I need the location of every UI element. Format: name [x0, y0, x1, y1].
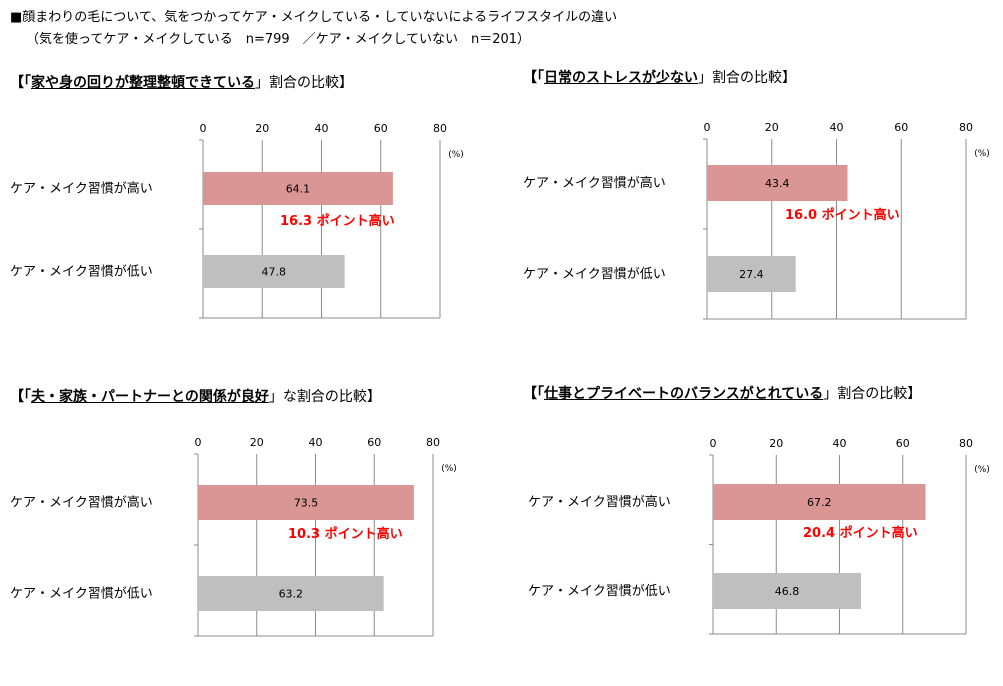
category-label: ケア・メイク習慣が低い	[528, 583, 671, 599]
x-tick-label: 0	[710, 437, 717, 450]
x-tick-label: 60	[367, 436, 381, 449]
x-tick-label: 80	[426, 436, 440, 449]
category-label: ケア・メイク習慣が高い	[10, 181, 153, 197]
chart-title: 【「夫・家族・パートナーとの関係が良好」な割合の比較】	[10, 389, 381, 405]
category-label: ケア・メイク習慣が高い	[528, 494, 671, 510]
category-label: ケア・メイク習慣が高い	[523, 175, 666, 191]
bar-chart: 0 20 40 60 80 (%) 43.4 ケア・メイク習慣が高い 27.4 ケア・メイク習慣が…	[523, 121, 990, 320]
x-tick-label: 60	[894, 121, 908, 134]
x-tick-label: 20	[769, 437, 783, 450]
bar-high	[203, 172, 393, 205]
bar-low	[203, 255, 345, 288]
data-label: 27.4	[739, 268, 764, 281]
chart-panel-3: 【「夫・家族・パートナーとの関係が良好」な割合の比較】 0 20 40 60 80 (%)…	[10, 386, 490, 686]
unit-label: (%)	[448, 150, 464, 160]
bar-low	[713, 573, 862, 609]
data-label: 63.2	[279, 588, 304, 601]
x-tick-label: 40	[315, 122, 329, 135]
bar-chart: 0 20 40 60 80 (%) 67.2 ケア・メイク習慣が高い 46.8 ケア・メイク習慣が…	[528, 437, 990, 635]
chart-title: 【「家や身の回りが整理整頓できている」割合の比較】	[10, 75, 353, 91]
bar-chart: 0 20 40 60 80 (%) 64.1 ケア・メイク習慣が高い 47.8 ケア・メイク習慣が…	[10, 122, 464, 319]
unit-label: (%)	[441, 464, 457, 474]
bar-high	[713, 484, 926, 520]
x-tick-label: 40	[833, 437, 847, 450]
sample-size-note: （気を使ってケア・メイクしている n=799 ／ケア・メイクしていない n＝20…	[26, 32, 531, 47]
bar-high	[198, 485, 414, 520]
x-tick-label: 60	[896, 437, 910, 450]
data-label: 67.2	[807, 496, 832, 509]
unit-label: (%)	[974, 149, 990, 159]
x-tick-label: 0	[704, 121, 711, 134]
data-label: 47.8	[262, 266, 287, 279]
x-tick-label: 80	[433, 122, 447, 135]
chart-panel-2: 【「日常のストレスが少ない」割合の比較】 0 20 40 60 80 (%) 43.4 ケア・…	[523, 67, 1003, 367]
bar-low	[198, 576, 384, 611]
category-label: ケア・メイク習慣が高い	[10, 495, 153, 511]
bar-high	[707, 165, 848, 201]
category-label: ケア・メイク習慣が低い	[10, 264, 153, 280]
difference-annotation: 20.4 ポイント高い	[803, 525, 918, 541]
category-label: ケア・メイク習慣が低い	[523, 266, 666, 282]
x-tick-label: 20	[765, 121, 779, 134]
difference-annotation: 10.3 ポイント高い	[288, 526, 403, 542]
category-label: ケア・メイク習慣が低い	[10, 586, 153, 602]
x-tick-label: 0	[200, 122, 207, 135]
chart-title: 【「仕事とプライベートのバランスがとれている」割合の比較】	[523, 386, 922, 402]
difference-annotation: 16.0 ポイント高い	[785, 207, 900, 223]
x-tick-label: 20	[255, 122, 269, 135]
report-heading: ■顔まわりの毛について、気をつかってケア・メイクしている・していないによるライフ…	[10, 10, 618, 25]
bar-low	[707, 256, 796, 292]
x-tick-label: 60	[374, 122, 388, 135]
chart-panel-4: 【「仕事とプライベートのバランスがとれている」割合の比較】 0 20 40 60 80 (…	[523, 383, 1003, 683]
x-tick-label: 20	[250, 436, 264, 449]
bar-chart: 0 20 40 60 80 (%) 73.5 ケア・メイク習慣が高い 63.2 ケア・メイク習慣が…	[10, 436, 457, 637]
difference-annotation: 16.3 ポイント高い	[280, 213, 395, 229]
data-label: 73.5	[294, 497, 319, 510]
data-label: 64.1	[286, 183, 311, 196]
x-tick-label: 40	[830, 121, 844, 134]
x-tick-label: 80	[959, 437, 973, 450]
chart-title: 【「日常のストレスが少ない」割合の比較】	[523, 70, 796, 86]
x-tick-label: 40	[309, 436, 323, 449]
unit-label: (%)	[974, 465, 990, 475]
chart-panel-1: 【「家や身の回りが整理整頓できている」割合の比較】 0 20 40 60 80 (%) 64…	[10, 72, 490, 372]
x-tick-label: 80	[959, 121, 973, 134]
x-tick-label: 0	[195, 436, 202, 449]
data-label: 43.4	[765, 177, 790, 190]
data-label: 46.8	[775, 585, 800, 598]
